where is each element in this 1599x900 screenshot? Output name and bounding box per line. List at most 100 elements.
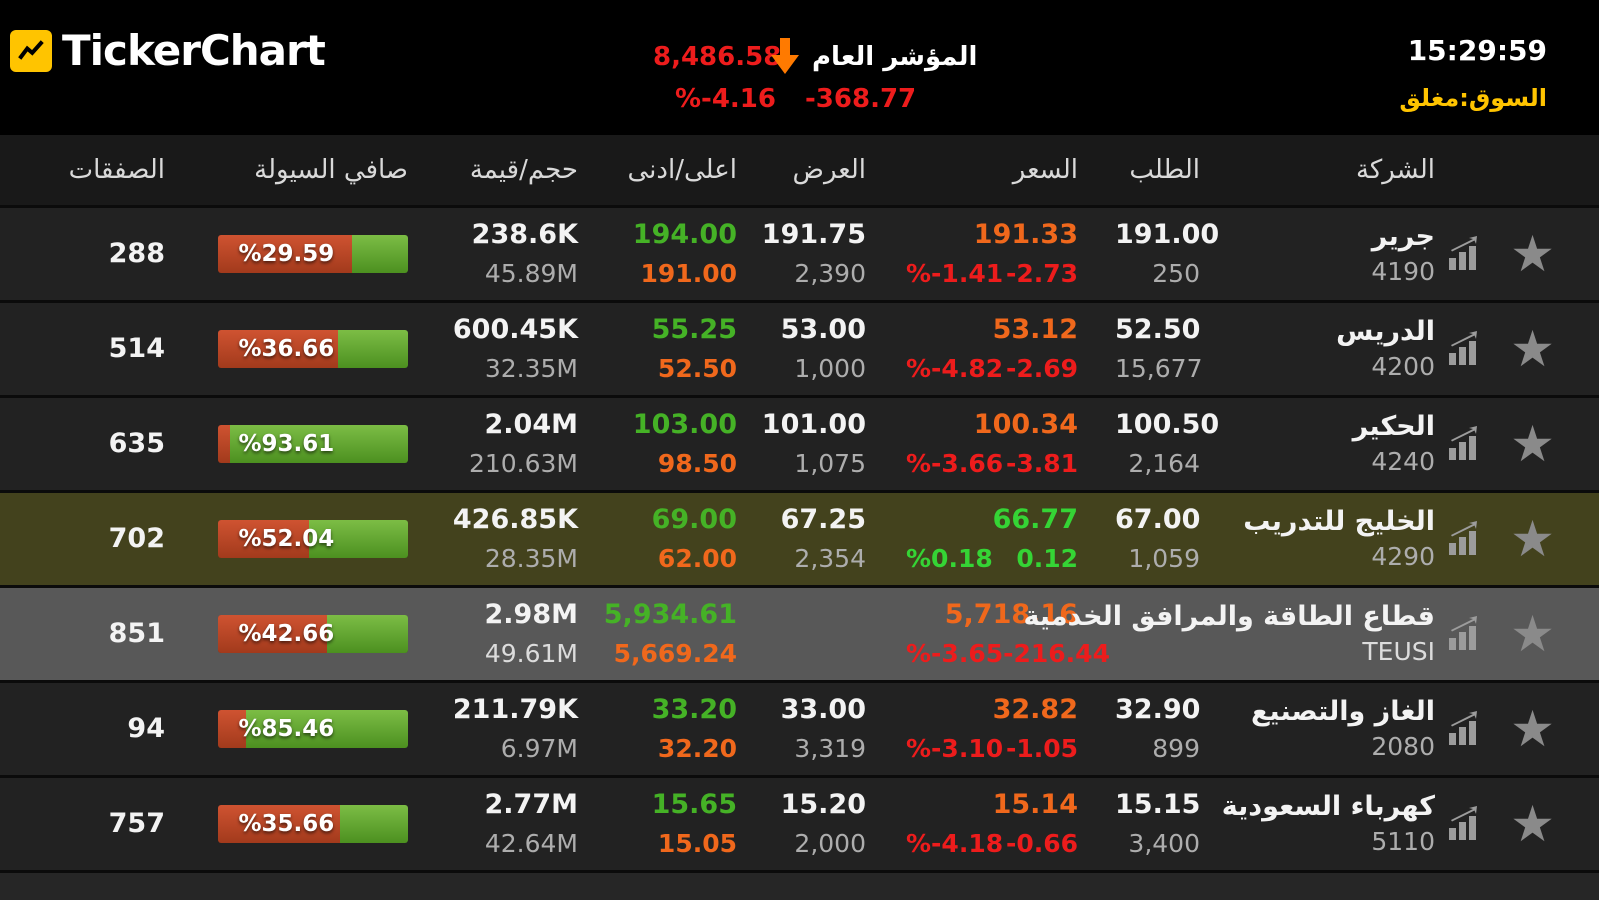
index-value: 8,486.58 xyxy=(653,42,782,72)
liquidity-buy-segment xyxy=(245,710,408,748)
table-row[interactable]: 514 %36.66 600.45K 32.35M 55.25 52.50 53… xyxy=(0,300,1599,395)
col-price[interactable]: السعر xyxy=(1012,155,1078,185)
table-row[interactable]: 757 %35.66 2.77M 42.64M 15.65 15.05 15.2… xyxy=(0,775,1599,870)
company-name: الغاز والتصنيع xyxy=(1250,696,1435,727)
liquidity-bar: %36.66 xyxy=(218,330,408,368)
chart-icon[interactable] xyxy=(1447,711,1487,747)
chart-icon[interactable] xyxy=(1447,426,1487,462)
liquidity-percent: %93.61 xyxy=(238,431,335,457)
company-name: الخليج للتدريب xyxy=(1243,506,1435,537)
last-price: 191.33 xyxy=(973,219,1078,250)
ask-price: 15.20 xyxy=(780,789,866,820)
table-row[interactable]: 851 %42.66 2.98M 49.61M 5,934.61 5,669.2… xyxy=(0,585,1599,680)
volume: 211.79K xyxy=(452,694,578,725)
col-ask[interactable]: العرض xyxy=(792,155,866,185)
clock: 15:29:59 xyxy=(1407,34,1547,67)
value: 42.64M xyxy=(484,829,578,858)
value: 32.35M xyxy=(484,354,578,383)
table-row[interactable]: 94 %85.46 211.79K 6.97M 33.20 32.20 33.0… xyxy=(0,680,1599,775)
bid-quantity: 3,400 xyxy=(1128,829,1200,858)
change-percent: %-3.66 xyxy=(906,449,1004,478)
bid-price: 191.00 xyxy=(1115,219,1220,250)
liquidity-sell-segment xyxy=(218,330,339,368)
bid-quantity: 15,677 xyxy=(1115,354,1203,383)
ask-price: 191.75 xyxy=(761,219,866,250)
high-price: 103.00 xyxy=(632,409,737,440)
change-percent: %-3.65 xyxy=(906,639,1004,668)
high-price: 55.25 xyxy=(651,314,737,345)
value: 28.35M xyxy=(484,544,578,573)
trades-count: 514 xyxy=(108,333,165,364)
trades-count: 851 xyxy=(108,618,165,649)
company-name: جرير xyxy=(1371,221,1435,252)
liquidity-buy-segment xyxy=(351,235,408,273)
liquidity-percent: %52.04 xyxy=(238,526,335,552)
app-logo[interactable]: TickerChart xyxy=(10,26,326,75)
table-header: الصفقات صافي السيولة حجم/قيمة اعلى/ادنى … xyxy=(0,135,1599,205)
col-trades[interactable]: الصفقات xyxy=(68,155,165,185)
value: 49.61M xyxy=(484,639,578,668)
company-symbol: 4190 xyxy=(1371,257,1435,286)
change-percent: %-4.82 xyxy=(906,354,1004,383)
last-price: 15.14 xyxy=(992,789,1078,820)
change-percent: %0.18 xyxy=(906,544,993,573)
company-symbol: 5110 xyxy=(1371,827,1435,856)
volume: 2.77M xyxy=(484,789,579,820)
top-bar: TickerChart 8,486.58 المؤشر العام %-4.16… xyxy=(0,0,1599,135)
liquidity-percent: %35.66 xyxy=(238,811,335,837)
table-row[interactable]: 635 %93.61 2.04M 210.63M 103.00 98.50 10… xyxy=(0,395,1599,490)
change-value: -1.05 xyxy=(1005,734,1078,763)
company-name: الحكير xyxy=(1352,411,1435,442)
col-liquidity[interactable]: صافي السيولة xyxy=(254,155,408,185)
table-row[interactable]: 288 %29.59 238.6K 45.89M 194.00 191.00 1… xyxy=(0,205,1599,300)
value: 210.63M xyxy=(468,449,578,478)
ask-quantity: 1,075 xyxy=(794,449,866,478)
down-arrow-icon xyxy=(770,38,800,78)
ask-quantity: 2,354 xyxy=(794,544,866,573)
change-value: -3.81 xyxy=(1005,449,1078,478)
change-value: -2.73 xyxy=(1005,259,1078,288)
value: 6.97M xyxy=(500,734,578,763)
liquidity-sell-segment xyxy=(218,710,246,748)
ask-quantity: 3,319 xyxy=(794,734,866,763)
company-name: كهرباء السعودية xyxy=(1221,791,1435,822)
company-symbol: 4240 xyxy=(1371,447,1435,476)
col-volume-value[interactable]: حجم/قيمة xyxy=(469,155,578,185)
bottom-strip xyxy=(0,870,1599,900)
liquidity-sell-segment xyxy=(218,805,341,843)
trades-count: 94 xyxy=(127,713,165,744)
trades-count: 702 xyxy=(108,523,165,554)
change-percent: %-4.18 xyxy=(906,829,1004,858)
high-price: 15.65 xyxy=(651,789,737,820)
ask-quantity: 1,000 xyxy=(794,354,866,383)
liquidity-bar: %93.61 xyxy=(218,425,408,463)
chart-icon[interactable] xyxy=(1447,521,1487,557)
change-percent: %-3.10 xyxy=(906,734,1004,763)
last-price: 53.12 xyxy=(992,314,1078,345)
index-label: المؤشر العام xyxy=(812,42,978,72)
table-row[interactable]: 702 %52.04 426.85K 28.35M 69.00 62.00 67… xyxy=(0,490,1599,585)
chart-icon[interactable] xyxy=(1447,806,1487,842)
liquidity-bar: %52.04 xyxy=(218,520,408,558)
ask-price: 33.00 xyxy=(780,694,866,725)
chart-icon[interactable] xyxy=(1447,616,1487,652)
index-change: -368.77 xyxy=(805,84,917,114)
market-status: السوق:مغلق xyxy=(1399,84,1547,112)
index-change-pct: %-4.16 xyxy=(675,84,776,114)
liquidity-buy-segment xyxy=(309,520,408,558)
bid-price: 52.50 xyxy=(1115,314,1201,345)
chart-icon[interactable] xyxy=(1447,331,1487,367)
change-value: 0.12 xyxy=(1016,544,1078,573)
change-value: -2.69 xyxy=(1005,354,1078,383)
col-high-low[interactable]: اعلى/ادنى xyxy=(627,155,737,185)
quotes-table: 288 %29.59 238.6K 45.89M 194.00 191.00 1… xyxy=(0,205,1599,870)
col-company[interactable]: الشركة xyxy=(1355,155,1435,185)
last-price: 5,718.16 xyxy=(944,599,1078,630)
col-bid[interactable]: الطلب xyxy=(1129,155,1200,185)
chart-icon[interactable] xyxy=(1447,236,1487,272)
liquidity-sell-segment xyxy=(218,520,310,558)
last-price: 66.77 xyxy=(992,504,1078,535)
low-price: 191.00 xyxy=(640,259,737,288)
tickerchart-logo-icon xyxy=(10,29,52,72)
